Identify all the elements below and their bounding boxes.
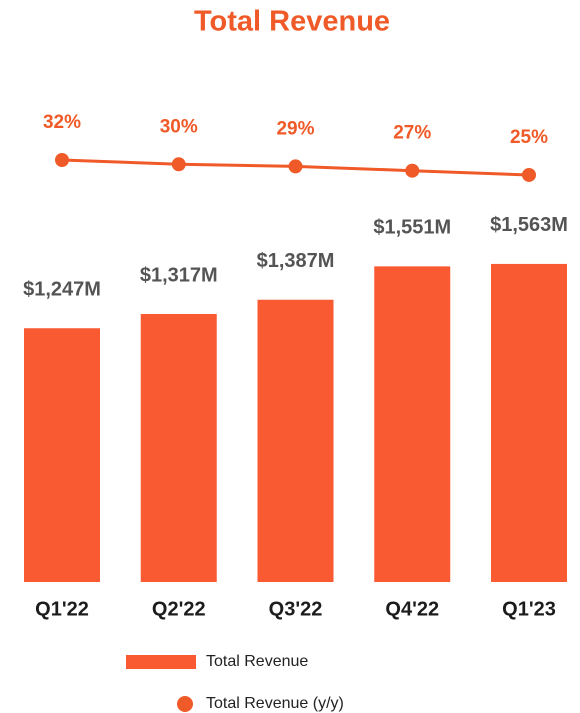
- x-tick-label: Q1'23: [502, 598, 556, 620]
- bar-value-label: $1,563M: [490, 214, 568, 236]
- line-point: [288, 159, 303, 174]
- legend-swatch: [177, 696, 193, 712]
- bar: [491, 263, 567, 582]
- line-point: [171, 157, 186, 172]
- x-tick-label: Q1'22: [35, 598, 89, 620]
- bar-value-label: $1,387M: [257, 250, 335, 272]
- line-point: [55, 153, 69, 167]
- bar: [374, 266, 451, 582]
- legend-label: Total Revenue: [206, 653, 308, 670]
- line-value-label: 29%: [276, 118, 314, 139]
- bar-value-label: $1,551M: [373, 217, 451, 239]
- x-tick-label: Q4'22: [385, 598, 439, 620]
- bar: [140, 313, 217, 582]
- bar: [257, 299, 334, 582]
- line-value-label: 27%: [393, 123, 431, 144]
- line-point: [405, 163, 420, 178]
- legend-label: Total Revenue (y/y): [206, 695, 344, 712]
- line-value-label: 32%: [43, 112, 81, 133]
- bar-value-label: $1,247M: [23, 279, 101, 301]
- line-point: [522, 167, 536, 182]
- x-tick-label: Q3'22: [269, 598, 323, 620]
- bar: [24, 328, 100, 582]
- bar-value-label: $1,317M: [140, 264, 218, 286]
- legend-swatch: [126, 655, 196, 669]
- line-value-label: 25%: [510, 127, 548, 148]
- line-value-label: 30%: [160, 116, 198, 137]
- chart-title: Total Revenue: [194, 6, 390, 38]
- x-tick-label: Q2'22: [152, 598, 206, 620]
